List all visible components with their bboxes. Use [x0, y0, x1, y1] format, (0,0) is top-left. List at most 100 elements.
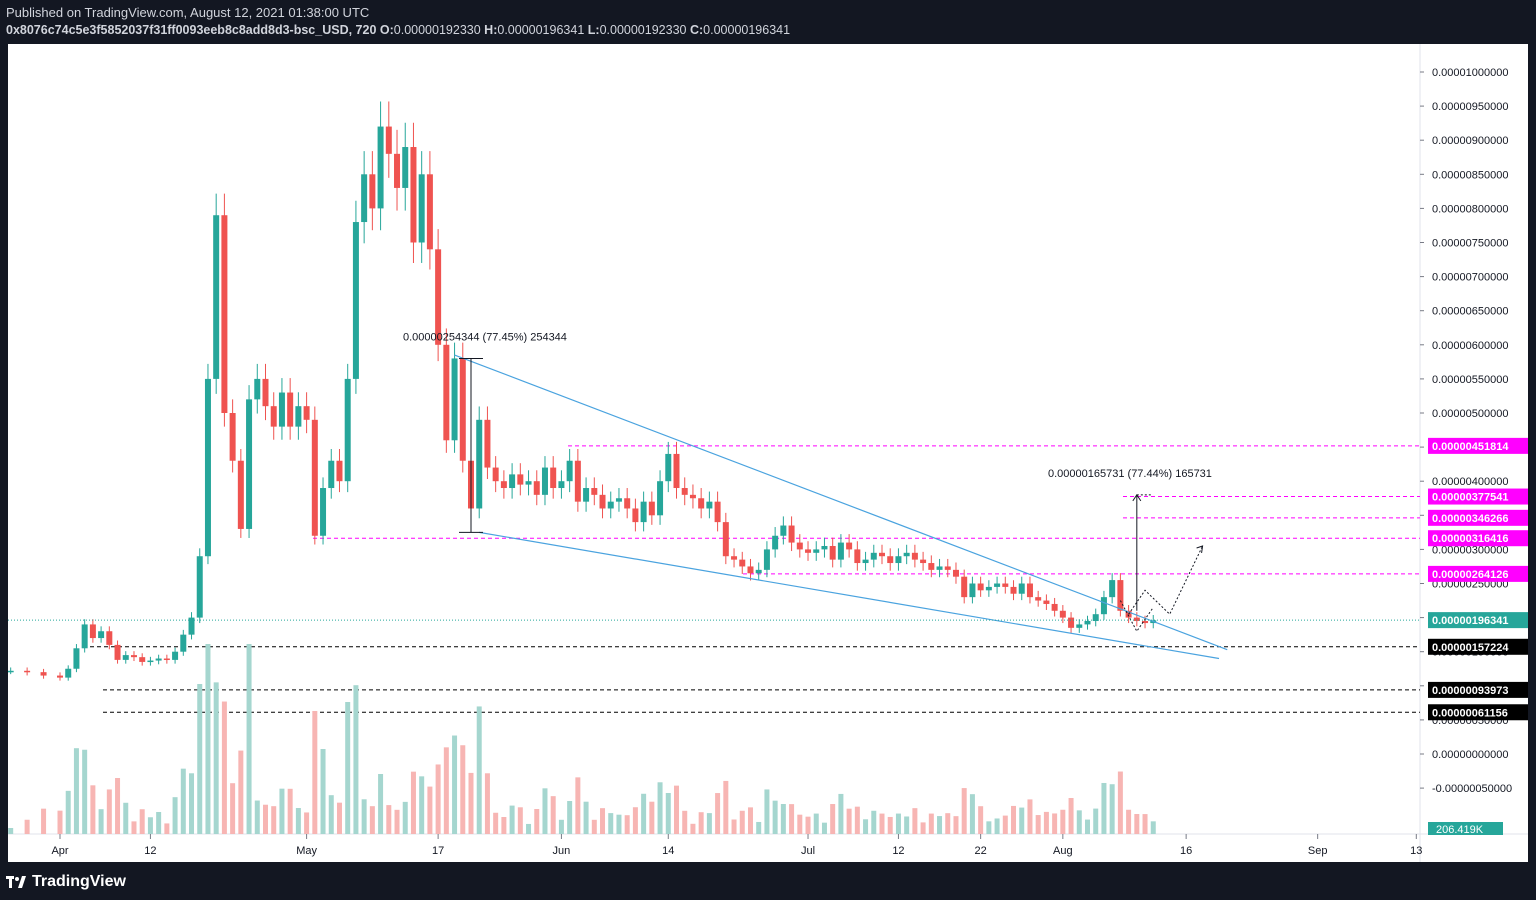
volume-bar	[501, 817, 507, 834]
x-tick-label: Sep	[1308, 845, 1328, 857]
y-tick-label: 0.00000400000	[1432, 476, 1508, 488]
projection-arrow-icon	[1196, 545, 1204, 554]
candle-body	[459, 358, 466, 461]
y-tick-label: 0.00000850000	[1432, 169, 1508, 181]
candle-body	[780, 525, 787, 536]
candle-body	[1076, 624, 1083, 628]
candle-body	[361, 174, 368, 223]
candle-body	[1026, 583, 1033, 598]
x-tick-label: 13	[1410, 845, 1422, 857]
volume-bar	[254, 800, 260, 834]
candle-body	[722, 522, 729, 557]
volume-bar	[139, 809, 145, 834]
volume-bar	[353, 685, 359, 834]
level-tag	[1428, 437, 1528, 454]
candle-body	[879, 552, 885, 557]
candle-body	[246, 399, 253, 529]
candle-body	[435, 249, 442, 345]
volume-bar	[361, 799, 367, 834]
open-value: 0.00000192330	[393, 23, 481, 37]
volume-bar	[953, 816, 959, 834]
volume-bar	[1060, 809, 1066, 834]
volume-bar	[567, 801, 573, 834]
x-tick-label: 17	[432, 845, 444, 857]
candle-body	[377, 126, 384, 209]
volume-bar	[90, 785, 96, 834]
volume-bar	[156, 811, 162, 834]
candle-body	[821, 545, 828, 550]
y-tick-label: 0.00000700000	[1432, 272, 1508, 284]
volume-bar	[797, 814, 803, 834]
volume-bar	[1068, 798, 1074, 834]
measure-label: 0.00000254344 (77.45%) 254344	[403, 331, 567, 343]
candle-body	[796, 542, 803, 550]
candle-body	[583, 488, 590, 502]
candle-body	[731, 556, 738, 560]
volume-bar	[649, 801, 655, 834]
candle-body	[476, 419, 483, 509]
candle-body	[657, 481, 664, 516]
volume-bar	[780, 804, 786, 834]
last-price-tag	[1428, 612, 1528, 629]
volume-bar	[739, 810, 745, 834]
volume-bar	[410, 771, 416, 834]
volume-bar	[493, 812, 499, 834]
volume-bar	[805, 816, 811, 834]
volume-bar	[468, 772, 474, 834]
measure-label: 0.00000165731 (77.44%) 165731	[1048, 468, 1212, 480]
candle-body	[944, 566, 951, 570]
volume-bar	[764, 789, 770, 834]
y-tick-label: 0.00000950000	[1432, 101, 1508, 113]
candle-body	[615, 498, 622, 502]
candle-body	[336, 460, 343, 482]
close-label: C:	[689, 23, 704, 37]
candle-body	[213, 215, 220, 379]
volume-bar	[73, 748, 79, 834]
candle-body	[607, 501, 614, 509]
candle-body	[172, 651, 179, 660]
volume-bar	[271, 806, 277, 834]
candle-body	[451, 358, 458, 441]
candle-body	[533, 481, 540, 495]
x-tick-label: 16	[1180, 845, 1192, 857]
candle-body	[772, 535, 779, 550]
candle-body	[311, 419, 318, 536]
volume-bar	[312, 710, 318, 834]
symbol-label: 0x8076c74c5e3f5852037f31ff0093eeb8c8add8…	[6, 23, 377, 37]
y-tick-label: 0.00000000000	[1432, 749, 1508, 761]
volume-bar	[336, 802, 342, 834]
level-tag-label: 0.00000346266	[1432, 513, 1508, 525]
candle-body	[254, 378, 261, 400]
volume-bar	[147, 817, 153, 834]
volume-bar	[937, 816, 943, 834]
candle-body	[163, 658, 170, 661]
volume-bar	[772, 800, 778, 834]
candle-body	[903, 552, 910, 557]
candle-body	[837, 542, 844, 560]
candle-body	[410, 147, 417, 243]
candle-body	[755, 569, 762, 574]
candle-body	[237, 460, 244, 529]
volume-bar	[542, 788, 548, 834]
volume-bar	[616, 814, 622, 834]
candle-body	[303, 406, 310, 420]
volume-bar	[1134, 814, 1140, 834]
published-line: Published on TradingView.com, August 12,…	[6, 5, 370, 20]
chart-canvas[interactable]: 0.00001000000 0.00000950000 0.00000900000 0…	[8, 44, 1528, 862]
candle-body	[65, 668, 72, 678]
volume-bar	[904, 816, 910, 834]
volume-bar	[213, 682, 219, 834]
volume-bar	[517, 807, 523, 834]
volume-bar	[246, 644, 252, 834]
candle-body	[846, 542, 853, 550]
y-tick-label: 0.00000650000	[1432, 306, 1508, 318]
chart-area[interactable]: 0.00001000000 0.00000950000 0.00000900000 0…	[8, 44, 1528, 862]
volume-bar	[435, 764, 441, 834]
level-tag-label: 0.00000316416	[1432, 533, 1508, 545]
tradingview-logo-icon	[6, 876, 26, 888]
volume-bar	[1019, 807, 1025, 834]
candle-body	[40, 672, 47, 676]
volume-bar	[386, 805, 392, 834]
level-tag-label: 0.00000061156	[1432, 707, 1508, 719]
candle-body	[122, 655, 129, 660]
